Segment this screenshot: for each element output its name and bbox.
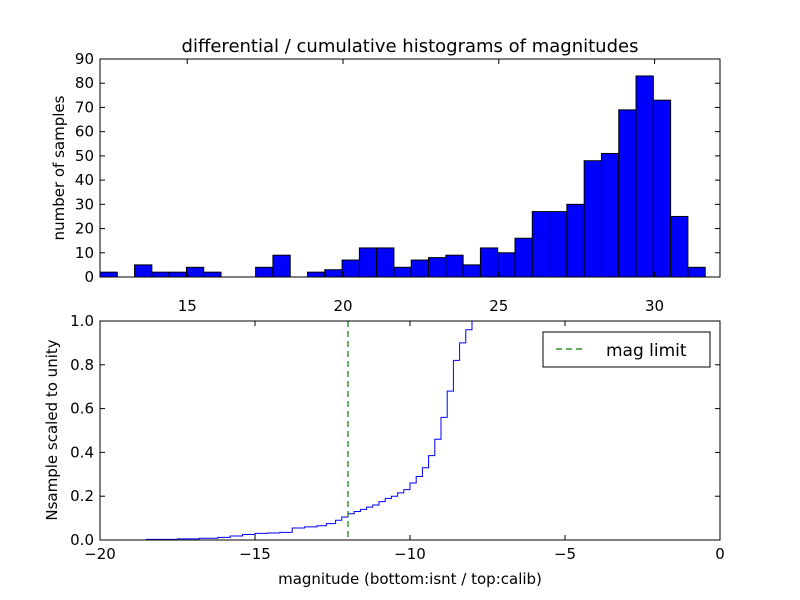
top-y-tick-label: 50 [75,147,94,165]
bottom-x-tick-label: −10 [394,545,426,563]
histogram-bar [635,75,654,278]
histogram-bar [514,237,533,278]
histogram-bar [358,247,378,278]
histogram-bar [99,271,118,278]
histogram-bar [376,247,395,278]
bottom-x-tick-label: 0 [715,545,725,563]
histogram-bar [272,254,291,278]
histogram-bar [497,252,516,278]
top-x-tick-label: 15 [178,297,197,315]
histogram-bar [203,271,222,278]
histogram-bar [652,99,672,278]
histogram-bar [687,266,706,278]
legend-entry-mag-limit: mag limit [606,341,687,361]
top-y-tick-label: 90 [75,50,94,68]
bottom-x-tick-label: −5 [554,545,576,563]
top-y-tick-label: 80 [75,74,94,92]
histogram-bar [618,109,637,278]
histogram-bar [168,271,187,278]
top-histogram: 0 10 20 30 40 50 60 70 80 90 15 20 25 30 number of s… [50,50,721,315]
histogram-bar [428,257,447,278]
bottom-y-tick-label: 0.4 [70,443,94,461]
top-y-axis-label: number of samples [50,95,68,240]
histogram-bar [255,266,274,278]
top-y-tick-label: 40 [75,171,94,189]
bottom-cumulative-plot: 0.0 0.2 0.4 0.6 0.8 1.0 −20 −15 −10 −5 0 magnitud… [43,312,725,588]
top-y-tick-label: 20 [75,220,94,238]
cumulative-step-line [100,320,485,541]
bottom-y-ticks: 0.0 0.2 0.4 0.6 0.8 1.0 [70,312,720,549]
histogram-bar [549,211,568,278]
histogram-bar [479,247,499,278]
bottom-y-tick-label: 0.0 [70,531,94,549]
bottom-y-tick-label: 0.8 [70,356,94,374]
histogram-bar [531,211,551,278]
histogram-bar [410,259,430,278]
histogram-bar [670,215,689,278]
histogram-bar [341,259,360,278]
top-x-ticks: 15 20 25 30 [178,59,664,315]
top-x-tick-label: 30 [645,297,664,315]
bottom-x-tick-label: −15 [239,545,271,563]
bottom-x-axis-label: magnitude (bottom:isnt / top:calib) [278,570,542,588]
top-plot-frame [99,58,721,278]
histogram-bar [566,203,585,278]
bottom-y-tick-label: 1.0 [70,312,94,330]
legend: mag limit [542,331,711,368]
top-x-tick-label: 25 [489,297,508,315]
top-y-tick-label: 70 [75,98,94,116]
histogram-bar [324,269,343,278]
top-x-tick-label: 20 [333,297,352,315]
bottom-x-tick-label: −20 [84,545,116,563]
histogram-bar [134,264,153,278]
bottom-y-tick-label: 0.6 [70,400,94,418]
top-y-tick-label: 60 [75,123,94,141]
top-y-tick-label: 10 [75,244,94,262]
histogram-bar [462,264,481,278]
histogram-bar [185,266,205,278]
bottom-y-axis-label: Nsample scaled to unity [43,339,61,520]
histogram-bar [393,266,412,278]
top-y-tick-label: 30 [75,195,94,213]
top-histogram-bars [99,75,706,278]
histogram-bar [445,254,464,278]
histogram-bar [583,160,602,278]
top-y-ticks: 0 10 20 30 40 50 60 70 80 90 [75,50,720,286]
histogram-bar [306,271,326,278]
histogram-bar [151,271,170,278]
chart-title: differential / cumulative histograms of … [182,36,639,57]
top-y-tick-label: 0 [84,268,94,286]
bottom-x-ticks: −20 −15 −10 −5 0 [84,321,725,563]
bottom-y-tick-label: 0.2 [70,487,94,505]
histogram-bar [600,152,620,278]
